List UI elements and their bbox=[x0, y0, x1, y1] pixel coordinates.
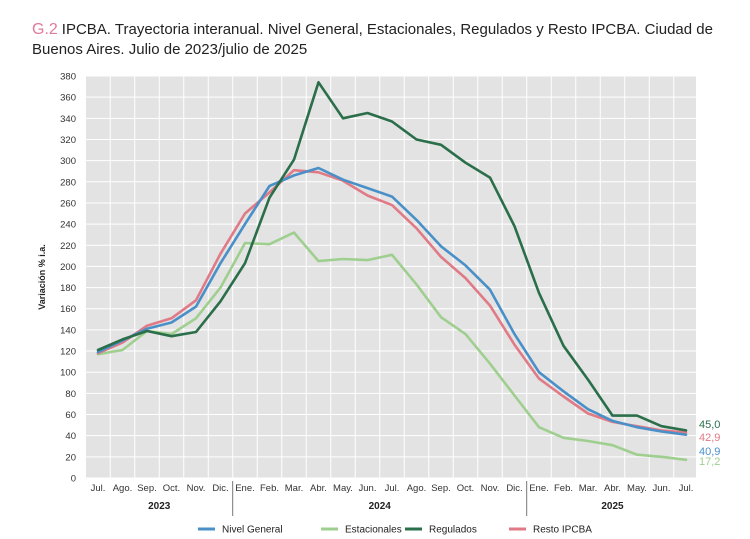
x-tick-label: May. bbox=[333, 483, 353, 494]
x-tick-label: Jul. bbox=[679, 483, 694, 494]
end-label-nivel-general: 40,9 bbox=[699, 446, 720, 458]
title-text: IPCBA. Trayectoria interanual. Nivel Gen… bbox=[32, 21, 713, 58]
legend-label: Regulados bbox=[429, 525, 477, 536]
x-axis-ticks: Jul. Ago. Sep. Oct. Nov. Dic. Ene. Feb. Mar. Abr.… bbox=[91, 483, 694, 494]
grid-lines bbox=[86, 75, 696, 479]
x-tick-label: Abr. bbox=[604, 483, 621, 494]
x-tick-label: Jun. bbox=[359, 483, 377, 494]
series-line-regulados bbox=[96, 81, 688, 432]
legend-label: Resto IPCBA bbox=[533, 525, 592, 536]
year-label: 2025 bbox=[601, 501, 624, 512]
x-tick-label: Jul. bbox=[91, 483, 106, 494]
end-label-regulados: 45,0 bbox=[699, 419, 720, 431]
x-tick-label: Jul. bbox=[385, 483, 400, 494]
x-tick-label: Sep. bbox=[431, 483, 451, 494]
series-lines bbox=[96, 81, 688, 462]
x-tick-label: Nov. bbox=[187, 483, 206, 494]
end-label-estacionales: 17,2 bbox=[699, 456, 720, 468]
series-line-nivel-general bbox=[96, 166, 688, 436]
x-tick-label: Oct. bbox=[457, 483, 474, 494]
x-tick-label: Ago. bbox=[407, 483, 427, 494]
x-tick-label: Jun. bbox=[653, 483, 671, 494]
end-value-labels: 45,042,9 40,917,2 bbox=[699, 419, 720, 468]
y-tick-label: 180 bbox=[60, 283, 76, 294]
y-tick-label: 80 bbox=[65, 389, 76, 400]
x-tick-label: May. bbox=[627, 483, 647, 494]
y-tick-label: 160 bbox=[60, 304, 76, 315]
y-tick-label: 120 bbox=[60, 347, 76, 358]
x-tick-label: Sep. bbox=[137, 483, 157, 494]
chart-title: G.2 IPCBA. Trayectoria interanual. Nivel … bbox=[32, 20, 732, 60]
legend-label: Nivel General bbox=[222, 525, 283, 536]
figure-label: G.2 bbox=[32, 21, 58, 38]
y-tick-label: 100 bbox=[60, 368, 76, 379]
x-tick-label: Mar. bbox=[285, 483, 303, 494]
x-tick-label: Ago. bbox=[113, 483, 133, 494]
x-tick-label: Nov. bbox=[481, 483, 500, 494]
y-tick-label: 220 bbox=[60, 241, 76, 252]
legend-label: Estacionales bbox=[345, 525, 402, 536]
x-tick-label: Dic. bbox=[212, 483, 228, 494]
x-tick-label: Dic. bbox=[506, 483, 522, 494]
y-tick-label: 360 bbox=[60, 93, 76, 104]
y-tick-label: 60 bbox=[65, 410, 76, 421]
x-tick-label: Ene. bbox=[235, 483, 255, 494]
legend: Nivel General Estacionales Regulados Resto … bbox=[198, 525, 592, 536]
x-tick-label: Mar. bbox=[579, 483, 597, 494]
y-tick-label: 140 bbox=[60, 325, 76, 336]
x-tick-label: Oct. bbox=[163, 483, 180, 494]
series-line-resto-ipcba bbox=[96, 168, 688, 434]
x-tick-label: Feb. bbox=[260, 483, 279, 494]
y-axis-ticks: 0 20 40 60 80 100 120 140 160 180 200 220 240 260 280 3… bbox=[60, 72, 76, 485]
y-tick-label: 20 bbox=[65, 452, 76, 463]
y-tick-label: 200 bbox=[60, 262, 76, 273]
y-tick-label: 320 bbox=[60, 135, 76, 146]
x-tick-label: Ene. bbox=[529, 483, 549, 494]
series-line-estacionales bbox=[96, 231, 688, 462]
y-tick-label: 380 bbox=[60, 72, 76, 83]
year-label: 2024 bbox=[369, 501, 392, 512]
end-label-resto-ipcba: 42,9 bbox=[699, 432, 720, 444]
y-tick-label: 340 bbox=[60, 114, 76, 125]
y-axis-label: Variación % i.a. bbox=[37, 244, 47, 310]
y-tick-label: 0 bbox=[71, 474, 76, 485]
y-tick-label: 260 bbox=[60, 198, 76, 209]
y-tick-label: 300 bbox=[60, 156, 76, 167]
year-label: 2023 bbox=[148, 501, 171, 512]
year-groups: 2023 2024 2025 bbox=[148, 481, 624, 516]
x-tick-label: Feb. bbox=[554, 483, 573, 494]
x-tick-label: Abr. bbox=[310, 483, 327, 494]
y-tick-label: 240 bbox=[60, 220, 76, 231]
y-tick-label: 280 bbox=[60, 177, 76, 188]
y-tick-label: 40 bbox=[65, 431, 76, 442]
